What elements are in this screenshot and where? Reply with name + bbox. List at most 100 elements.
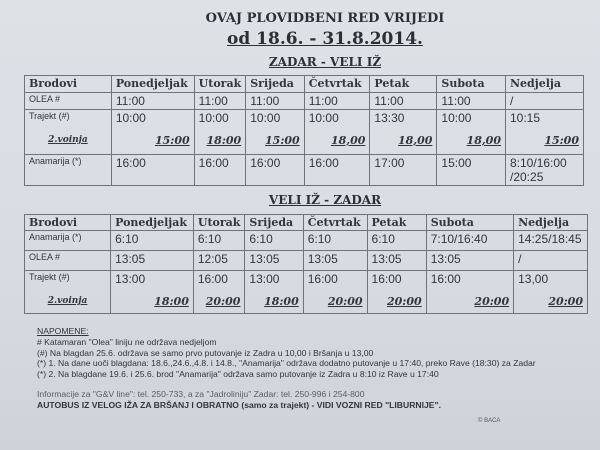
time-cell: 13:05 bbox=[425, 250, 515, 271]
departure-time: 16:00 bbox=[198, 156, 229, 170]
departure-time: 6:10 bbox=[115, 232, 139, 246]
bus-line: AUTOBUS IZ VELOG IŽA ZA BRŠANJ I OBRATNO… bbox=[37, 399, 441, 410]
departure-time: 6:10 bbox=[307, 232, 332, 246]
ship-name: Trajekt (#) bbox=[29, 272, 70, 282]
departure-time: 16:00 bbox=[115, 156, 146, 170]
time-cell: 16:00 bbox=[193, 154, 247, 186]
column-header: Brodovi bbox=[23, 214, 112, 231]
table-row: OLEA # 13:05 12:05 13:05 13:05 13:05 13:05 / bbox=[23, 250, 588, 271]
route-title-1: ZADAR - VELI IŽ bbox=[268, 55, 382, 69]
time-cell: 11:00 bbox=[193, 92, 247, 110]
time-cell: 6:10 bbox=[366, 230, 427, 251]
note-line: (*) 1. Na dane uoči blagdana: 18.6.,24.6… bbox=[37, 358, 536, 369]
time-cell: / bbox=[505, 92, 584, 110]
ship-name-cell: Anamarija (*) bbox=[23, 230, 112, 251]
departure-time: 11:00 bbox=[308, 94, 338, 108]
departure-time: 13:30 bbox=[374, 111, 405, 125]
second-trip-label: 2.voinja bbox=[48, 135, 88, 145]
departure-time: 10:15 bbox=[510, 111, 541, 125]
timetable-veli-iz-zadar: Brodovi Ponedjeljak Utorak Srijeda Četvrtak P… bbox=[23, 214, 588, 314]
departure-time: 10:00 bbox=[115, 111, 146, 125]
departure-time: 13:00 bbox=[249, 272, 280, 286]
departure-time: 16:00 bbox=[430, 272, 461, 286]
departure-time: 15:00 bbox=[441, 156, 472, 170]
column-header: Srijeda bbox=[245, 75, 305, 93]
route-title-2: VELI IŽ - ZADAR bbox=[268, 193, 382, 207]
time-cell: 10:00 18,00 bbox=[436, 109, 506, 155]
second-departure-time: 18,00 bbox=[397, 134, 433, 147]
column-header: Subota bbox=[436, 75, 506, 93]
second-departure-time: 18,00 bbox=[466, 134, 501, 147]
second-departure-time: 20:00 bbox=[327, 295, 363, 308]
departure-time: 6:10 bbox=[371, 232, 395, 246]
time-cell: 16:00 bbox=[110, 154, 195, 186]
time-cell: 16:00 bbox=[245, 154, 305, 186]
departure-time: / bbox=[518, 252, 522, 266]
column-header: Nedjelja bbox=[513, 214, 588, 231]
time-cell: 6:10 bbox=[302, 230, 368, 251]
departure-time: 13:05 bbox=[371, 252, 402, 266]
time-cell: 13:05 bbox=[110, 250, 194, 271]
second-departure-time: 15:00 bbox=[265, 134, 300, 147]
departure-time: 13:05 bbox=[115, 252, 146, 266]
departure-time: 16:00 bbox=[307, 272, 338, 286]
time-cell: 7:10/16:40 bbox=[425, 230, 515, 251]
departure-time: 11:00 bbox=[250, 94, 280, 108]
header-row: Brodovi Ponedjeljak Utorak Srijeda Četvrtak P… bbox=[24, 75, 584, 93]
departure-time: 7:10/16:40 bbox=[430, 232, 488, 246]
departure-time: 16:00 bbox=[308, 156, 339, 170]
time-cell: 16:00 20:00 bbox=[366, 270, 427, 314]
time-cell: 10:00 18:00 bbox=[193, 109, 247, 155]
column-header: Subota bbox=[425, 214, 515, 231]
departure-time: 8:10/16:00 /20:25 bbox=[510, 156, 567, 184]
departure-time: 16:00 bbox=[371, 272, 402, 286]
time-cell: 16:00 20:00 bbox=[302, 270, 368, 314]
column-header: Nedjelja bbox=[505, 75, 584, 93]
header-row: Brodovi Ponedjeljak Utorak Srijeda Četvrtak P… bbox=[23, 214, 588, 231]
column-header: Brodovi bbox=[24, 75, 112, 93]
departure-time: 10:00 bbox=[308, 111, 339, 125]
time-cell: 11:00 bbox=[436, 92, 506, 110]
time-cell: 16:00 bbox=[303, 154, 371, 186]
departure-time: 12:05 bbox=[197, 252, 228, 266]
second-departure-time: 15:00 bbox=[154, 134, 190, 147]
second-trip-label: 2.voinja bbox=[47, 296, 88, 306]
ship-name-cell: Trajekt (#) 2.voinja bbox=[24, 109, 112, 155]
departure-time: 13,00 bbox=[518, 272, 549, 286]
column-header: Srijeda bbox=[244, 214, 304, 231]
time-cell: 11:00 bbox=[303, 92, 371, 110]
time-cell: 13:00 18:00 bbox=[244, 270, 304, 314]
second-departure-time: 15:00 bbox=[544, 134, 579, 147]
departure-time: 11:00 bbox=[441, 94, 471, 108]
departure-time: 11:00 bbox=[374, 94, 404, 108]
time-cell: 13:00 18:00 bbox=[110, 270, 194, 314]
departure-time: 13:05 bbox=[307, 252, 338, 266]
time-cell: 12:05 bbox=[192, 250, 246, 271]
copyright: © BACA bbox=[478, 418, 501, 424]
ship-name: OLEA # bbox=[29, 94, 61, 104]
ship-name: Trajekt (#) bbox=[29, 111, 70, 121]
departure-time: 14:25/18:45 bbox=[518, 232, 582, 246]
page-title: OVAJ PLOVIDBENI RED VRIJEDI bbox=[205, 11, 445, 26]
time-cell: 8:10/16:00 /20:25 bbox=[505, 154, 584, 186]
departure-time: 11:00 bbox=[198, 94, 228, 108]
second-departure-time: 20:00 bbox=[205, 295, 241, 308]
time-cell: 10:00 18,00 bbox=[303, 109, 371, 155]
ship-name-cell: Trajekt (#) 2.voinja bbox=[23, 270, 112, 314]
validity-period: od 18.6. - 31.8.2014. bbox=[227, 29, 423, 49]
departure-time: 17:00 bbox=[374, 156, 405, 170]
ship-name-cell: OLEA # bbox=[24, 92, 112, 110]
time-cell: 11:00 bbox=[245, 92, 305, 110]
table-row: Trajekt (#) 2.voinja 13:00 18:00 16:00 20:00 1… bbox=[23, 270, 588, 314]
departure-time: 13:00 bbox=[115, 272, 146, 286]
second-departure-time: 20:00 bbox=[387, 295, 422, 308]
time-cell: 14:25/18:45 bbox=[513, 230, 588, 251]
time-cell: 11:00 bbox=[369, 92, 438, 110]
time-cell: 13:30 18,00 bbox=[369, 109, 438, 155]
table-row: Anamarija (*) 6:10 6:10 6:10 6:10 6:10 7:10/16… bbox=[23, 230, 588, 251]
ship-name-cell: OLEA # bbox=[23, 250, 112, 271]
notes: NAPOMENE: # Katamaran "Olea" liniju ne o… bbox=[37, 326, 536, 411]
second-departure-time: 18,00 bbox=[330, 134, 366, 147]
departure-time: / bbox=[510, 94, 514, 108]
column-header: Četvrtak bbox=[303, 75, 371, 93]
